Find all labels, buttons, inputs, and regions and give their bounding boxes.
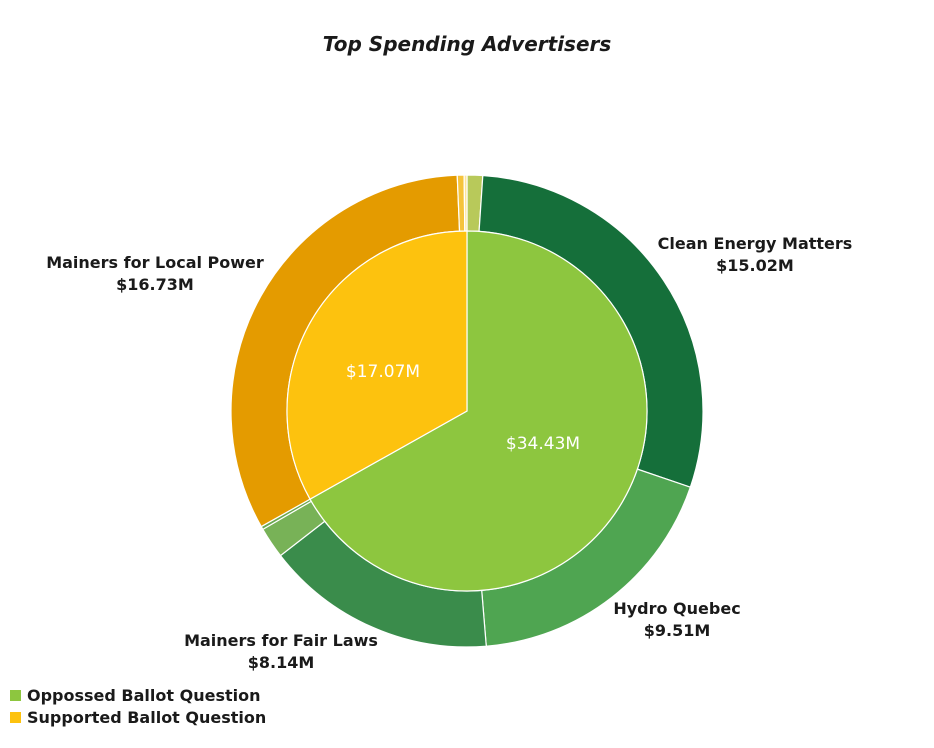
- legend-label-opposed: Oppossed Ballot Question: [27, 685, 261, 705]
- outer-label-hydro-value: $9.51M: [644, 621, 711, 640]
- outer-label-fair-laws-value: $8.14M: [248, 653, 315, 672]
- outer-label-local-power-value: $16.73M: [116, 275, 194, 294]
- legend-swatch-opposed: [10, 689, 21, 701]
- legend: Oppossed Ballot Question Supported Ballo…: [10, 684, 266, 728]
- legend-item-supported: Supported Ballot Question: [10, 706, 266, 728]
- inner-slice-supported-ballot-question: [286, 230, 468, 500]
- inner-slice-oppossed-ballot-question: [309, 230, 648, 592]
- slice-labels: $34.43M $17.07M Clean Energy Matters $15…: [46, 234, 852, 672]
- outer-label-local-power-name: Mainers for Local Power: [46, 253, 264, 272]
- legend-swatch-supported: [10, 711, 21, 723]
- legend-item-opposed: Oppossed Ballot Question: [10, 684, 266, 706]
- inner-pie: [286, 230, 648, 592]
- outer-label-clean-energy-name: Clean Energy Matters: [658, 234, 853, 253]
- chart-title: Top Spending Advertisers: [322, 32, 612, 56]
- outer-slice-segment-8: [463, 174, 468, 232]
- outer-label-hydro-name: Hydro Quebec: [613, 599, 740, 618]
- outer-label-fair-laws-name: Mainers for Fair Laws: [184, 631, 378, 650]
- outer-label-clean-energy-value: $15.02M: [716, 256, 794, 275]
- inner-label-supported: $17.07M: [346, 362, 420, 382]
- inner-label-opposed: $34.43M: [506, 434, 580, 454]
- legend-label-supported: Supported Ballot Question: [27, 707, 267, 727]
